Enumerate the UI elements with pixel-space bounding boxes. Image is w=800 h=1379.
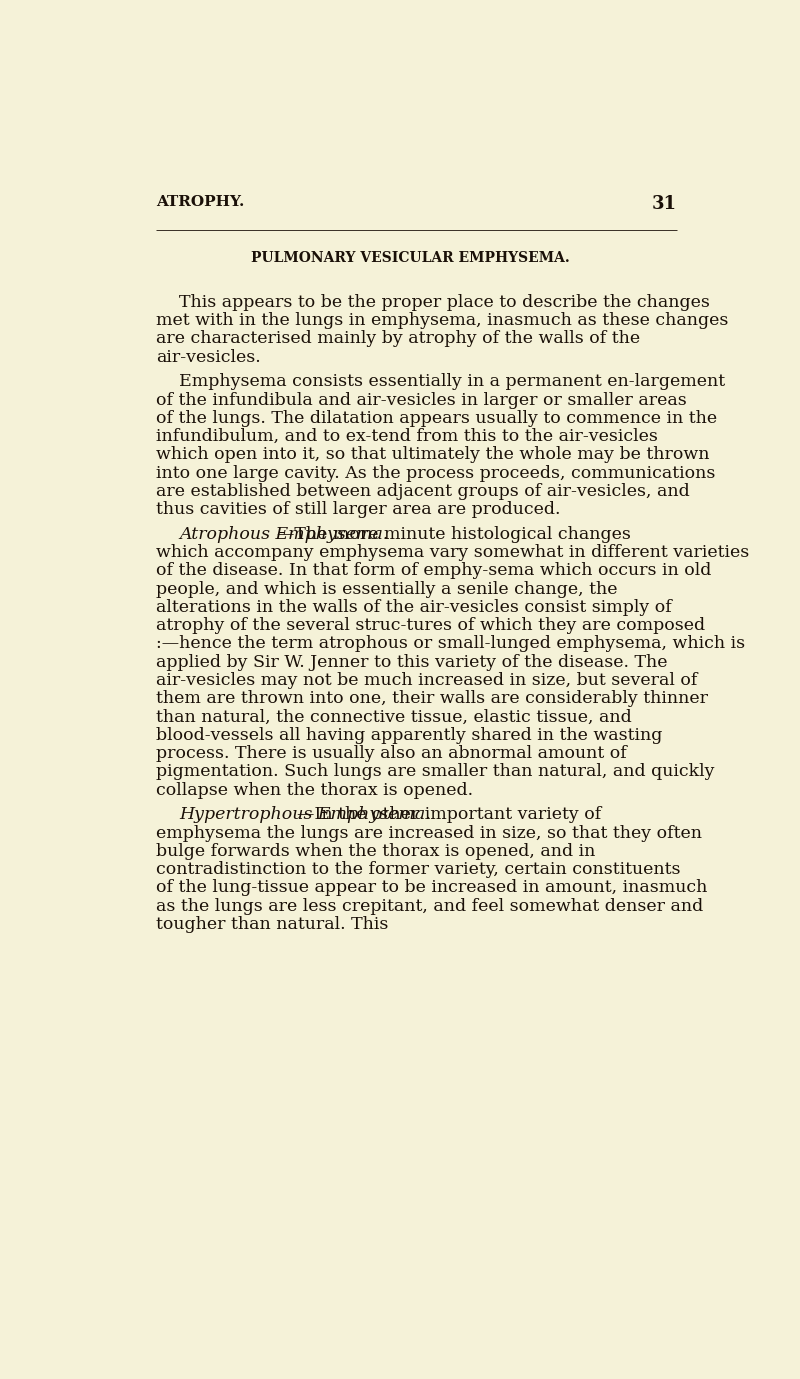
Text: of the disease. In that form of emphy-sema which occurs in old: of the disease. In that form of emphy-se…: [156, 563, 711, 579]
Text: alterations in the walls of the air-vesicles consist simply of: alterations in the walls of the air-vesi…: [156, 598, 671, 616]
Text: met with in the lungs in emphysema, inasmuch as these changes: met with in the lungs in emphysema, inas…: [156, 312, 728, 330]
Text: Emphysema consists essentially in a permanent en-largement: Emphysema consists essentially in a perm…: [179, 374, 726, 390]
Text: which open into it, so that ultimately the whole may be thrown: which open into it, so that ultimately t…: [156, 447, 710, 463]
Text: 31: 31: [651, 196, 677, 214]
Text: than natural, the connective tissue, elastic tissue, and: than natural, the connective tissue, ela…: [156, 709, 631, 725]
Text: process. There is usually also an abnormal amount of: process. There is usually also an abnorm…: [156, 745, 626, 763]
Text: thus cavities of still larger area are produced.: thus cavities of still larger area are p…: [156, 501, 560, 519]
Text: them are thrown into one, their walls are considerably thinner: them are thrown into one, their walls ar…: [156, 691, 708, 707]
Text: —The more minute histological changes: —The more minute histological changes: [278, 525, 631, 543]
Text: PULMONARY VESICULAR EMPHYSEMA.: PULMONARY VESICULAR EMPHYSEMA.: [250, 251, 570, 266]
Text: This appears to be the proper place to describe the changes: This appears to be the proper place to d…: [179, 294, 710, 310]
Text: blood-vessels all having apparently shared in the wasting: blood-vessels all having apparently shar…: [156, 727, 662, 743]
Text: applied by Sir W. Jenner to this variety of the disease. The: applied by Sir W. Jenner to this variety…: [156, 654, 667, 670]
Text: bulge forwards when the thorax is opened, and in: bulge forwards when the thorax is opened…: [156, 843, 595, 859]
Text: of the infundibula and air-vesicles in larger or smaller areas: of the infundibula and air-vesicles in l…: [156, 392, 686, 408]
Text: Hypertrophous Emphysema.: Hypertrophous Emphysema.: [179, 807, 431, 823]
Text: tougher than natural. This: tougher than natural. This: [156, 916, 388, 932]
Text: of the lungs. The dilatation appears usually to commence in the: of the lungs. The dilatation appears usu…: [156, 410, 717, 427]
Text: into one large cavity. As the process proceeds, communications: into one large cavity. As the process pr…: [156, 465, 715, 481]
Text: infundibulum, and to ex-tend from this to the air-vesicles: infundibulum, and to ex-tend from this t…: [156, 429, 658, 445]
Text: pigmentation. Such lungs are smaller than natural, and quickly: pigmentation. Such lungs are smaller tha…: [156, 764, 714, 781]
Text: of the lung-tissue appear to be increased in amount, inasmuch: of the lung-tissue appear to be increase…: [156, 880, 707, 896]
Text: emphysema the lungs are increased in size, so that they often: emphysema the lungs are increased in siz…: [156, 825, 702, 841]
Text: are characterised mainly by atrophy of the walls of the: are characterised mainly by atrophy of t…: [156, 331, 640, 348]
Text: contradistinction to the former variety, certain constituents: contradistinction to the former variety,…: [156, 860, 680, 878]
Text: air-vesicles.: air-vesicles.: [156, 349, 261, 365]
Text: people, and which is essentially a senile change, the: people, and which is essentially a senil…: [156, 581, 618, 597]
Text: which accompany emphysema vary somewhat in different varieties: which accompany emphysema vary somewhat …: [156, 545, 749, 561]
Text: collapse when the thorax is opened.: collapse when the thorax is opened.: [156, 782, 473, 798]
Text: are established between adjacent groups of air-vesicles, and: are established between adjacent groups …: [156, 483, 690, 501]
Text: as the lungs are less crepitant, and feel somewhat denser and: as the lungs are less crepitant, and fee…: [156, 898, 703, 914]
Text: :—hence the term atrophous or small-lunged emphysema, which is: :—hence the term atrophous or small-lung…: [156, 636, 745, 652]
Text: Atrophous Emphysema.: Atrophous Emphysema.: [179, 525, 389, 543]
Text: ATROPHY.: ATROPHY.: [156, 196, 244, 210]
Text: air-vesicles may not be much increased in size, but several of: air-vesicles may not be much increased i…: [156, 672, 697, 690]
Text: —In the other important variety of: —In the other important variety of: [297, 807, 601, 823]
Text: atrophy of the several struc-tures of which they are composed: atrophy of the several struc-tures of wh…: [156, 618, 705, 634]
